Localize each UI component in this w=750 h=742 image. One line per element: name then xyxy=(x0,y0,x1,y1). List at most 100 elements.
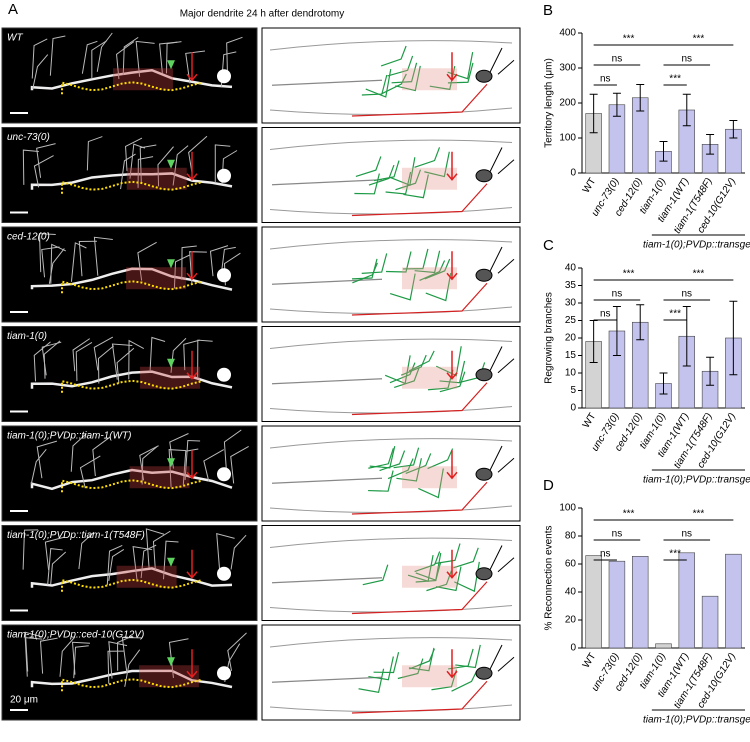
tracing-dendrite xyxy=(271,179,383,186)
regrown-branch xyxy=(362,564,389,586)
branch xyxy=(59,636,76,677)
regrown-branch xyxy=(385,171,412,195)
tracing-cell-body xyxy=(475,69,493,83)
branch xyxy=(41,246,60,278)
regrown-branch xyxy=(400,354,427,376)
regrowth-trace xyxy=(61,479,203,493)
regrown-branch xyxy=(453,547,479,569)
row-label: unc-73(0) xyxy=(7,132,50,143)
group-label: tiam-1(0);PVDp::transgene xyxy=(643,240,750,251)
branch xyxy=(107,650,124,684)
branch xyxy=(168,449,187,488)
lesion-shade xyxy=(402,167,457,190)
branch xyxy=(78,240,97,277)
significance-label: ns xyxy=(612,529,623,540)
lesion-region xyxy=(112,68,173,91)
lesion-shade xyxy=(402,366,457,389)
regrown-branch xyxy=(425,272,452,302)
regrown-branch xyxy=(361,74,388,96)
regrown-branch xyxy=(427,448,454,470)
tracing-arrow xyxy=(446,52,458,82)
branch xyxy=(141,446,158,485)
branch xyxy=(135,40,155,77)
regrowth-trace xyxy=(61,678,203,692)
arrowhead xyxy=(167,657,175,667)
error-bar xyxy=(659,372,668,395)
tracing-branches xyxy=(489,644,515,672)
error-bar xyxy=(682,93,691,127)
branch xyxy=(152,530,171,571)
regrown-branch xyxy=(451,670,478,692)
regrown-branch xyxy=(368,164,395,186)
panel-title: Major dendrite 24 h after dendrotomy xyxy=(180,9,345,20)
bar xyxy=(655,643,672,649)
branch xyxy=(32,54,49,90)
regrown-branch xyxy=(365,68,392,98)
regrown-branch xyxy=(391,62,418,84)
significance-label: ns xyxy=(600,549,611,560)
regrown-branch xyxy=(351,258,378,280)
regrown-branch xyxy=(361,253,388,275)
y-tick-label: 80 xyxy=(565,531,577,542)
branch xyxy=(145,528,165,568)
branch xyxy=(128,339,145,380)
regrown-branch xyxy=(418,468,444,499)
branch xyxy=(173,254,190,289)
cut-arrow xyxy=(186,52,198,82)
y-axis-label: % Reconnection events xyxy=(544,525,555,630)
error-bar xyxy=(636,304,645,341)
regrown-branch xyxy=(447,52,474,80)
branch xyxy=(203,449,225,482)
significance-label: *** xyxy=(623,509,635,520)
regrown-branch xyxy=(381,73,407,95)
branch xyxy=(96,32,113,72)
error-bar xyxy=(706,134,715,155)
regrown-branch xyxy=(435,566,462,592)
row-label: tiam-1(0) xyxy=(7,331,47,342)
branch xyxy=(226,36,243,75)
branch xyxy=(39,637,58,674)
arrowhead xyxy=(167,60,175,70)
branch xyxy=(47,548,63,585)
branch xyxy=(139,144,157,183)
regrowth-trace xyxy=(61,578,203,592)
regrown-branch xyxy=(393,447,420,469)
regrown-branch xyxy=(373,160,400,182)
tracing-arrow xyxy=(446,251,458,281)
regrowth-trace xyxy=(61,81,203,95)
tracing-arrow xyxy=(446,350,458,380)
bar xyxy=(678,552,696,649)
branch xyxy=(72,338,91,372)
regrown-branch xyxy=(455,644,481,669)
branch xyxy=(122,36,139,75)
branch xyxy=(38,233,56,273)
tracing-branches xyxy=(489,147,515,175)
branch xyxy=(78,531,95,569)
tracing-arrow xyxy=(446,649,458,679)
tracing-branches xyxy=(489,47,515,75)
lesion-region xyxy=(129,466,190,489)
tracing-dendrite xyxy=(271,378,383,385)
branch xyxy=(44,536,64,571)
branch xyxy=(157,146,174,187)
regrown-branch xyxy=(414,551,441,573)
panel-letter: D xyxy=(543,477,554,494)
regrown-branch xyxy=(395,65,421,92)
branch xyxy=(214,144,231,183)
bar xyxy=(585,555,602,649)
branch xyxy=(163,540,179,580)
y-tick-label: 40 xyxy=(565,587,577,598)
branch xyxy=(184,440,201,480)
significance-label: ns xyxy=(600,309,611,320)
lesion-region xyxy=(116,565,177,588)
micrograph xyxy=(1,525,258,621)
regrown-branch xyxy=(415,552,442,582)
axon xyxy=(351,680,488,714)
regrown-branch xyxy=(389,273,416,301)
regrown-branch xyxy=(439,360,466,384)
regrown-branch xyxy=(424,151,450,178)
branch xyxy=(36,440,58,479)
cut-arrow xyxy=(186,251,198,281)
error-bar xyxy=(612,306,621,356)
regrown-branch xyxy=(448,648,474,670)
